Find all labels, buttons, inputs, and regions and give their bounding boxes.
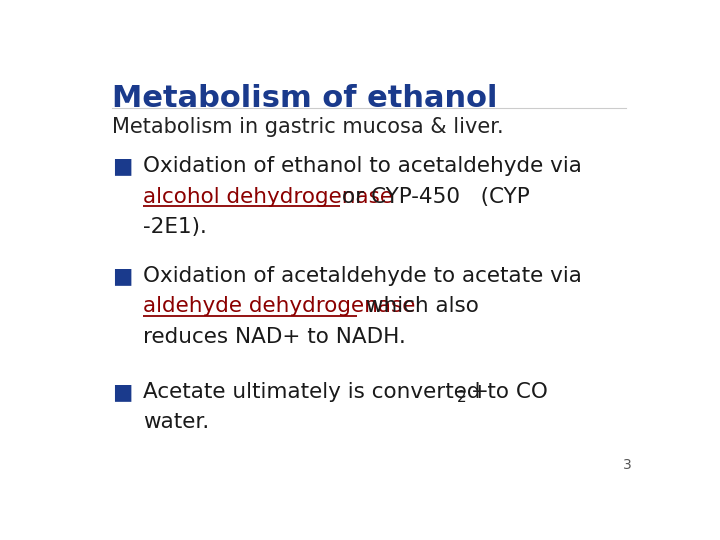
Text: Oxidation of acetaldehyde to acetate via: Oxidation of acetaldehyde to acetate via [143, 266, 582, 286]
Text: reduces NAD+ to NADH.: reduces NAD+ to NADH. [143, 327, 406, 347]
Text: Oxidation of ethanol to acetaldehyde via: Oxidation of ethanol to acetaldehyde via [143, 156, 582, 176]
Text: 2: 2 [456, 390, 467, 406]
Text: or CYP-450   (CYP: or CYP-450 (CYP [342, 187, 530, 207]
Text: -2E1).: -2E1). [143, 217, 207, 237]
Text: Metabolism in gastric mucosa & liver.: Metabolism in gastric mucosa & liver. [112, 117, 504, 137]
Text: Acetate ultimately is converted to CO: Acetate ultimately is converted to CO [143, 382, 548, 402]
Text: which also: which also [359, 296, 480, 316]
Text: Metabolism of ethanol: Metabolism of ethanol [112, 84, 498, 112]
Text: +: + [464, 382, 489, 402]
Text: aldehyde dehydrogenase: aldehyde dehydrogenase [143, 296, 422, 316]
Text: water.: water. [143, 413, 210, 433]
Text: ■: ■ [112, 156, 132, 176]
Text: 3: 3 [623, 458, 631, 472]
Text: ■: ■ [112, 382, 132, 402]
Text: alcohol dehydrogenase: alcohol dehydrogenase [143, 187, 400, 207]
Text: ■: ■ [112, 266, 132, 286]
